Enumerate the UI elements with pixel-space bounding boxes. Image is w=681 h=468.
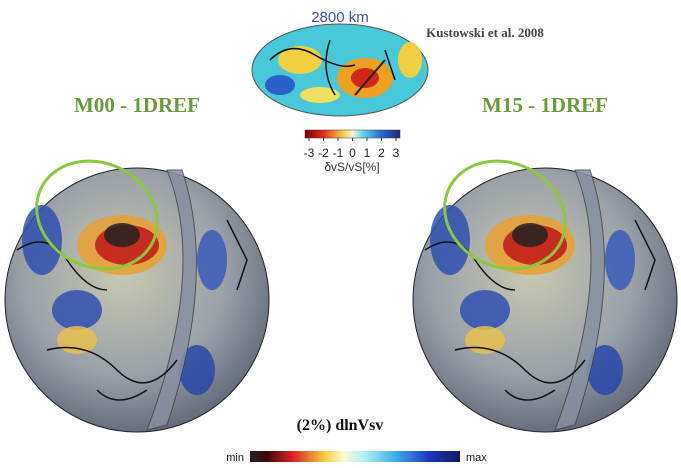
- inset-colorbar: [305, 130, 400, 138]
- colorbar-title: (2%) dlnVsv: [297, 417, 384, 434]
- tick-label: 0: [349, 146, 356, 160]
- tick-label: 3: [393, 146, 400, 160]
- tick-label: 1: [364, 146, 371, 160]
- colorbar-max: max: [466, 452, 487, 464]
- anomaly: [465, 326, 505, 354]
- anomaly: [512, 223, 548, 247]
- anomaly: [22, 205, 62, 275]
- colorbar: [250, 451, 460, 462]
- tick-label: -3: [304, 146, 315, 160]
- colorbar-min: min: [226, 452, 244, 464]
- panel-title: M00 - 1DREF: [74, 93, 200, 117]
- globes: [5, 142, 677, 432]
- depth-label: 2800 km: [311, 9, 369, 26]
- tick-label: -2: [318, 146, 329, 160]
- anomaly: [460, 290, 510, 330]
- globe: [413, 142, 677, 432]
- panel-title: M15 - 1DREF: [482, 93, 608, 117]
- tick-label: 2: [378, 146, 385, 160]
- inset-colorbar-label: δvS/vS[%]: [324, 160, 379, 174]
- anomaly: [430, 205, 470, 275]
- anomaly: [104, 223, 140, 247]
- citation: Kustowski et al. 2008: [426, 25, 544, 40]
- anomaly: [605, 230, 635, 290]
- globe: [5, 142, 269, 432]
- anomaly: [57, 326, 97, 354]
- anomaly: [52, 290, 102, 330]
- tick-label: -1: [333, 146, 344, 160]
- figure: 2800 km Kustowski et al. 2008 δvS/vS[%] …: [0, 0, 681, 468]
- anomaly: [197, 230, 227, 290]
- inset-map: [252, 24, 428, 116]
